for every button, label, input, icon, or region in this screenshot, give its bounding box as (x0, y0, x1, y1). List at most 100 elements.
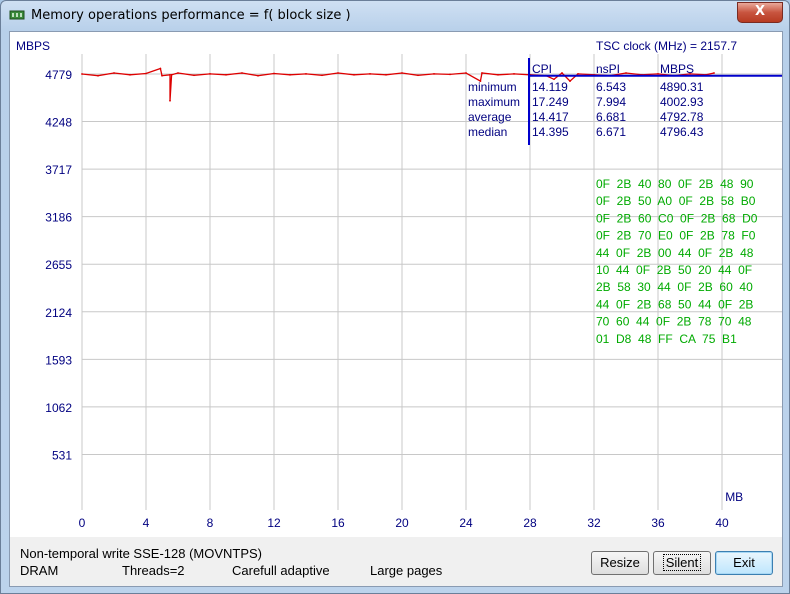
data-point (713, 72, 715, 74)
data-point (513, 73, 515, 75)
exit-button[interactable]: Exit (715, 551, 773, 575)
tsc-clock-label: TSC clock (MHz) = 2157.7 (596, 39, 737, 53)
silent-button[interactable]: Silent (653, 551, 711, 575)
performance-chart: 4779 4248 3717 3186 2655 2124 1593 1062 531 0 4 8 12… (16, 39, 782, 530)
hex-dump-line: 2B 58 30 44 0F 2B 60 40 (596, 280, 753, 294)
data-point (321, 74, 323, 77)
data-point (289, 73, 291, 76)
y-tick-label: 1593 (45, 353, 72, 367)
stats-mbps-value: 4796.43 (660, 125, 704, 139)
stats-row-label: median (468, 125, 507, 139)
data-point (241, 72, 243, 74)
hex-dump-line: 0F 2B 50 A0 0F 2B 58 B0 (596, 194, 756, 208)
method-label: Non-temporal write SSE-128 (MOVNTPS) (20, 546, 263, 561)
stats-cpi-value: 14.395 (532, 125, 569, 139)
silent-button-label: Silent (662, 554, 702, 571)
data-point (625, 72, 627, 74)
data-point (657, 73, 659, 75)
y-tick-label: 2655 (45, 258, 72, 272)
y-axis-label: MBPS (16, 39, 50, 53)
chart-area: 4779 4248 3717 3186 2655 2124 1593 1062 531 0 4 8 12… (10, 32, 782, 537)
x-tick-label: 12 (267, 516, 281, 530)
y-tick-label: 1062 (45, 401, 72, 415)
data-point (177, 72, 179, 74)
data-point (353, 73, 355, 76)
x-tick-label: 32 (587, 516, 601, 530)
hex-dump-line: 10 44 0F 2B 50 20 44 0F (596, 263, 752, 277)
stats-nspi-value: 6.543 (596, 80, 626, 94)
data-point (481, 72, 483, 74)
x-tick-label: 0 (79, 516, 86, 530)
data-point (113, 72, 115, 74)
target-label: DRAM (20, 563, 59, 578)
data-point (170, 73, 173, 76)
data-point (449, 73, 451, 76)
hex-dump-line: 0F 2B 40 80 0F 2B 48 90 (596, 177, 754, 191)
data-point (577, 73, 579, 75)
y-tick-label: 4248 (45, 116, 72, 130)
data-point (81, 73, 83, 75)
hex-dump-line: 44 0F 2B 68 50 44 0F 2B (596, 297, 753, 311)
data-point (225, 73, 227, 76)
stats-cpi-value: 14.417 (532, 110, 569, 124)
stats-mbps-value: 4792.78 (660, 110, 704, 124)
data-point (273, 72, 275, 75)
stats-row-label: maximum (468, 95, 520, 109)
close-icon: X (754, 4, 766, 19)
x-tick-label: 40 (715, 516, 729, 530)
hex-dump-line: 0F 2B 70 E0 0F 2B 78 F0 (596, 229, 756, 243)
data-point (369, 73, 371, 75)
x-tick-label: 4 (143, 516, 150, 530)
y-tick-label: 3717 (45, 163, 72, 177)
x-tick-label: 20 (395, 516, 409, 530)
stats-row-label: minimum (468, 80, 517, 94)
data-point (497, 73, 499, 76)
hex-dump-line: 01 D8 48 FF CA 75 B1 (596, 332, 737, 346)
data-point (569, 80, 571, 82)
x-tick-label: 36 (651, 516, 665, 530)
memory-chip-icon (9, 10, 25, 20)
data-point (169, 73, 171, 76)
x-tick-label: 24 (459, 516, 473, 530)
data-point (209, 73, 211, 75)
hex-dump-line: 0F 2B 60 C0 0F 2B 68 D0 (596, 211, 758, 225)
stats-header: CPI (532, 62, 552, 76)
data-point (433, 73, 435, 75)
y-tick-label: 531 (52, 448, 72, 462)
data-point (159, 67, 162, 70)
resize-button[interactable]: Resize (591, 551, 649, 575)
stats-nspi-value: 6.681 (596, 110, 626, 124)
x-axis-label: MB (725, 490, 743, 504)
data-point (553, 78, 555, 81)
data-point (465, 72, 467, 74)
data-point (337, 72, 339, 74)
data-point (193, 74, 195, 77)
data-point (169, 99, 171, 102)
pages-label: Large pages (370, 563, 443, 578)
threads-label: Threads=2 (122, 563, 185, 578)
y-tick-label: 2124 (45, 306, 72, 320)
x-tick-label: 28 (523, 516, 537, 530)
data-point (401, 72, 403, 74)
close-button[interactable]: X (737, 2, 783, 23)
data-point (689, 73, 691, 75)
data-point (479, 80, 482, 82)
stats-cpi-value: 14.119 (532, 80, 568, 94)
x-tick-label: 16 (331, 516, 345, 530)
data-point (417, 74, 419, 77)
data-point (161, 74, 163, 77)
stats-mbps-value: 4890.31 (660, 80, 704, 94)
window-title: Memory operations performance = f( block… (31, 8, 351, 23)
hex-dump-line: 44 0F 2B 00 44 0F 2B 48 (596, 246, 754, 260)
stats-nspi-value: 7.994 (596, 95, 626, 109)
stats-mbps-value: 4002.93 (660, 95, 704, 109)
stats-cpi-value: 17.249 (532, 95, 569, 109)
x-tick-label: 8 (207, 516, 214, 530)
stats-nspi-value: 6.671 (596, 125, 626, 139)
title-bar[interactable]: Memory operations performance = f( block… (1, 1, 789, 31)
stats-row-label: average (468, 110, 512, 124)
data-point (129, 73, 131, 76)
data-point (257, 74, 259, 77)
data-point (561, 72, 563, 74)
